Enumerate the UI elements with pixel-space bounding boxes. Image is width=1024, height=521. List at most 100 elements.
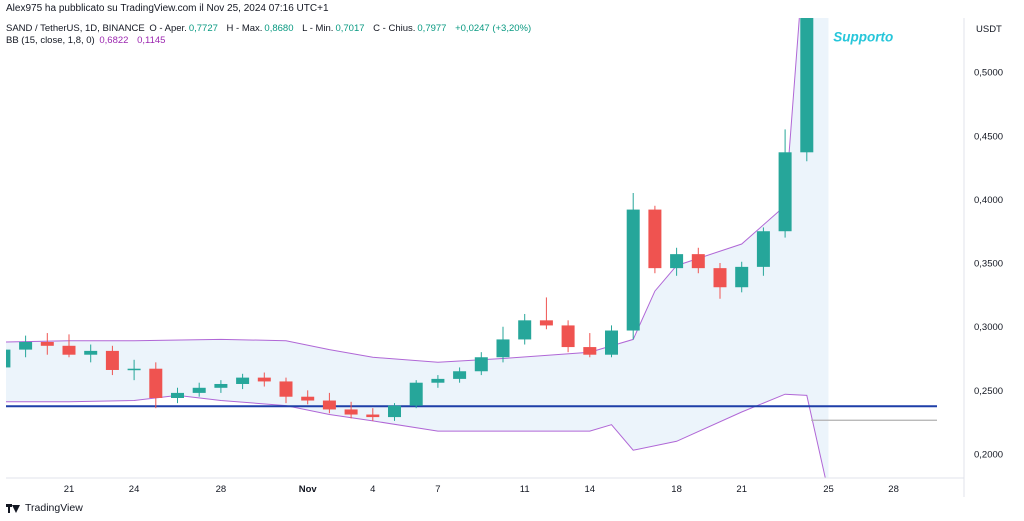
candle	[800, 18, 814, 162]
x-tick-label: 21	[736, 484, 747, 495]
candle-body	[778, 152, 792, 232]
candle	[279, 377, 293, 404]
candle	[756, 227, 770, 276]
candle	[149, 362, 163, 409]
candle-body	[322, 400, 336, 410]
high-label: H - Max.	[226, 23, 263, 34]
candle	[127, 359, 141, 381]
candle	[192, 382, 206, 397]
x-tick-label: Nov	[299, 484, 318, 495]
low-label: L - Min.	[302, 23, 334, 34]
x-tick-label: 11	[520, 484, 530, 495]
candle	[214, 380, 228, 393]
candle	[344, 401, 358, 419]
candle-body	[171, 392, 184, 398]
candle-body	[735, 266, 749, 288]
candle-body	[539, 320, 553, 326]
footer: TradingView	[6, 502, 83, 514]
x-tick-label: 28	[216, 484, 227, 495]
y-tick-label: 0,4000	[974, 195, 1003, 206]
candle-body	[301, 396, 315, 401]
currency-label: USDT	[976, 24, 1002, 35]
candle-body	[388, 405, 401, 418]
candle-body	[105, 350, 119, 370]
y-tick-label: 0,3000	[974, 322, 1003, 333]
candle-body	[800, 18, 814, 153]
candle-body	[236, 377, 250, 384]
candle	[561, 320, 575, 353]
candle-body	[713, 268, 727, 288]
open-label: O - Aper.	[149, 23, 187, 34]
tradingview-logo-icon	[6, 503, 20, 513]
candle	[366, 408, 380, 421]
x-tick-label: 28	[888, 484, 899, 495]
candle	[518, 313, 532, 345]
y-tick-label: 0,2000	[974, 450, 1003, 461]
candle-body	[453, 371, 467, 379]
candle-body	[40, 341, 54, 346]
candle	[19, 335, 33, 358]
candle-body	[344, 409, 358, 415]
x-tick-label: 24	[129, 484, 140, 495]
candle-body	[409, 382, 423, 406]
candle	[388, 403, 401, 421]
candle	[713, 263, 727, 299]
candle	[735, 261, 749, 293]
candle-body	[691, 254, 705, 269]
open-value: 0,7727	[188, 23, 218, 34]
chart-legend: SAND / TetherUS, 1D, BINANCE O - Aper. 0,…	[6, 23, 537, 47]
y-tick-label: 0,5000	[974, 68, 1003, 79]
candle	[583, 333, 597, 358]
candle-body	[583, 347, 597, 355]
candle-body	[431, 378, 445, 383]
candle	[40, 333, 54, 355]
candle-body	[626, 209, 640, 331]
candle	[431, 375, 445, 388]
candle	[62, 334, 76, 358]
plot-area: Supporto	[6, 18, 937, 478]
bb-lower-line	[6, 393, 826, 478]
candle-body	[605, 330, 618, 355]
x-tick-label: 14	[585, 484, 596, 495]
bb-value-2: 0,1145	[137, 35, 166, 46]
candle-body	[496, 339, 510, 358]
candle	[322, 392, 336, 414]
candle	[539, 297, 553, 330]
candle	[670, 247, 684, 276]
bb-label[interactable]: BB (15, close, 1,8, 0)	[6, 35, 95, 46]
candle-body	[756, 231, 770, 267]
candle-body	[366, 414, 380, 418]
candle-body	[127, 368, 141, 371]
support-label: Supporto	[833, 30, 893, 45]
candle-body	[84, 350, 98, 355]
publisher-header: Alex975 ha pubblicato su TradingView.com…	[6, 3, 329, 14]
candle	[409, 380, 423, 409]
x-tick-label: 7	[435, 484, 440, 495]
close-label: C - Chius.	[373, 23, 416, 34]
y-tick-label: 0,3500	[974, 259, 1003, 270]
candle-body	[214, 383, 228, 388]
candle	[84, 344, 98, 363]
symbol-label[interactable]: SAND / TetherUS, 1D, BINANCE	[6, 23, 145, 34]
candle-body	[257, 377, 271, 382]
x-tick-label: 21	[64, 484, 75, 495]
x-tick-label: 18	[671, 484, 682, 495]
candle	[453, 367, 467, 383]
candle	[496, 326, 510, 363]
candle	[605, 325, 618, 358]
candle	[171, 387, 184, 404]
candle-body	[19, 341, 33, 350]
close-value: 0,7977	[417, 23, 447, 34]
candle-body	[474, 357, 488, 372]
candle-body	[6, 349, 11, 368]
candle-body	[670, 254, 684, 269]
x-tick-label: 25	[823, 484, 834, 495]
bb-value-1: 0,6822	[99, 35, 129, 46]
candle	[6, 349, 11, 368]
candle	[257, 372, 271, 387]
candle	[778, 129, 792, 238]
low-value: 0,7017	[335, 23, 365, 34]
candle-body	[518, 320, 532, 340]
y-tick-label: 0,4500	[974, 131, 1003, 142]
